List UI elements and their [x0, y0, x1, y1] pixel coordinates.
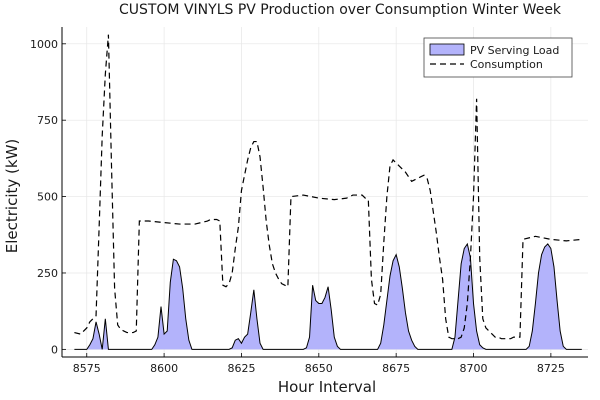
x-tick-label: 8575	[73, 362, 101, 375]
x-axis-title: Hour Interval	[278, 378, 376, 396]
axes: 8575 8600 8625 8650 8675 8700 8725 0 250 500 750 10…	[30, 27, 588, 375]
y-tick-label: 250	[37, 267, 58, 280]
pv-serving-load-line	[74, 242, 582, 350]
x-tick-label: 8700	[460, 362, 488, 375]
y-tick-label: 500	[37, 191, 58, 204]
x-tick-label: 8625	[227, 362, 255, 375]
x-tick-label: 8675	[382, 362, 410, 375]
y-axis-title: Electricity (kW)	[3, 139, 21, 254]
legend-label-pv: PV Serving Load	[470, 44, 559, 57]
y-tick-label: 0	[51, 343, 58, 356]
y-tick-label: 750	[37, 114, 58, 127]
legend-label-consumption: Consumption	[470, 58, 543, 71]
legend-swatch-pv	[429, 43, 465, 56]
y-tick-label: 1000	[30, 38, 58, 51]
legend: PV Serving Load Consumption	[423, 37, 573, 78]
x-tick-label: 8725	[537, 362, 565, 375]
pv-serving-load-area	[74, 243, 582, 350]
plot-area	[74, 34, 582, 350]
chart-title: CUSTOM VINYLS PV Production over Consump…	[119, 2, 562, 18]
x-tick-label: 8600	[150, 362, 178, 375]
x-tick-label: 8650	[305, 362, 333, 375]
